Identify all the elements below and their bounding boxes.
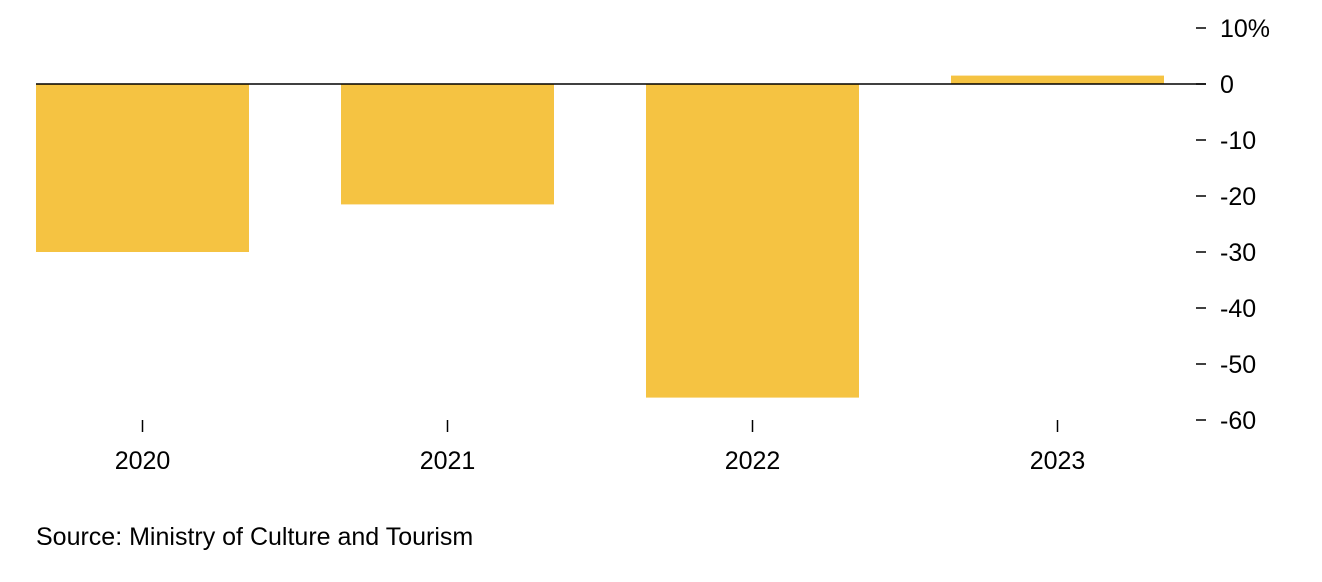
x-tick-label-2023: 2023 bbox=[1030, 447, 1086, 475]
x-axis: 2020 2021 2022 2023 bbox=[115, 420, 1086, 475]
source-note: Source: Ministry of Culture and Tourism bbox=[36, 523, 474, 551]
bar-2021 bbox=[341, 84, 554, 205]
y-axis: 10% 0 -10 -20 -30 -40 -50 -60 bbox=[1196, 15, 1270, 435]
x-tick-label-2020: 2020 bbox=[115, 447, 171, 475]
y-tick-label: -30 bbox=[1220, 239, 1256, 267]
bar-2020 bbox=[36, 84, 249, 252]
bars-group bbox=[36, 75, 1164, 398]
x-tick-label-2021: 2021 bbox=[420, 447, 476, 475]
y-tick-label: 10% bbox=[1220, 15, 1270, 43]
y-tick-label: 0 bbox=[1220, 71, 1234, 99]
y-tick-label: -10 bbox=[1220, 127, 1256, 155]
y-tick-label: -20 bbox=[1220, 183, 1256, 211]
y-tick-label: -50 bbox=[1220, 351, 1256, 379]
bar-2023 bbox=[951, 75, 1164, 84]
bar-2022 bbox=[646, 84, 859, 398]
bar-chart: 10% 0 -10 -20 -30 -40 -50 -60 2020 2021 2022 2023 bbox=[36, 15, 1270, 475]
y-tick-label: -40 bbox=[1220, 295, 1256, 323]
x-tick-label-2022: 2022 bbox=[725, 447, 781, 475]
y-tick-label: -60 bbox=[1220, 407, 1256, 435]
